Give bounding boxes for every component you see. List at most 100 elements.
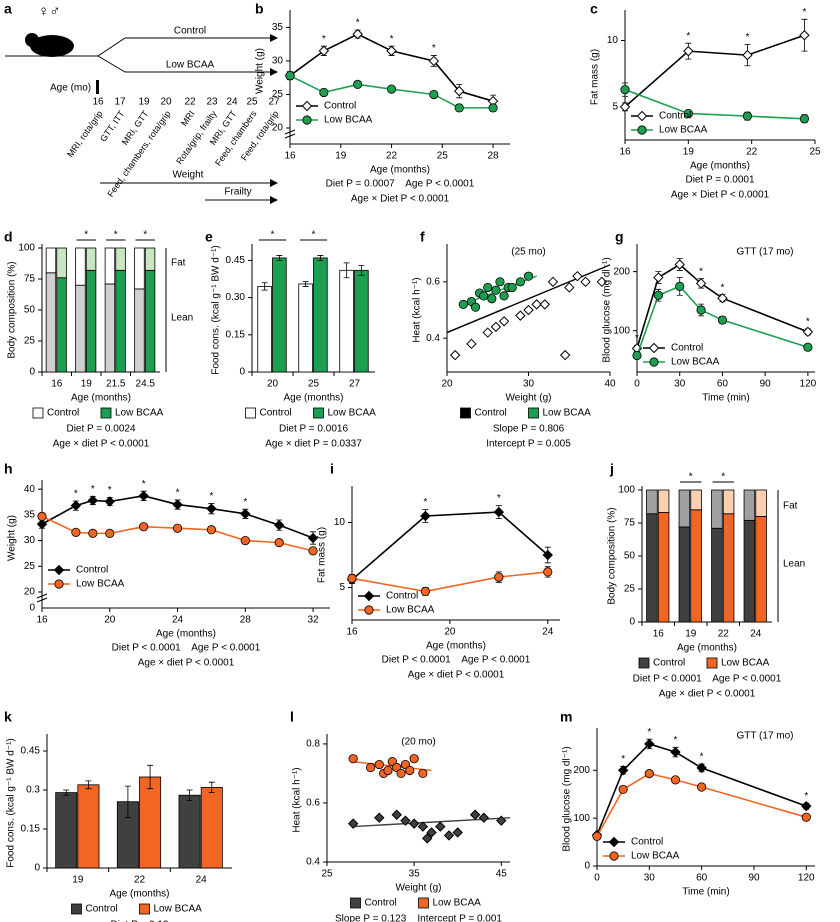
marker (418, 768, 428, 779)
marker (696, 762, 707, 774)
y-tick-label: 0.45 (21, 746, 41, 757)
bar-lean (104, 283, 116, 373)
marker (523, 271, 534, 281)
marker (352, 28, 363, 40)
timeline-label: Weight (173, 170, 204, 181)
marker (547, 276, 559, 288)
x-axis-label: Age (months) (426, 641, 486, 652)
marker (426, 827, 437, 838)
series-line (636, 263, 809, 349)
panel-letter: b (255, 1, 264, 17)
significance-star: * (142, 479, 146, 490)
marker (466, 338, 477, 350)
legend-label: Low BCAA (154, 904, 203, 915)
x-tick-label: 60 (696, 873, 708, 884)
y-tick-label: 35 (24, 509, 36, 520)
y-tick-label: 25 (24, 336, 36, 347)
significance-star: * (432, 43, 436, 54)
error-bar (343, 262, 350, 279)
series-line (41, 515, 314, 552)
marker (405, 765, 415, 776)
y-tick-label: 0.8 (306, 739, 320, 750)
x-axis-label: Age (months) (283, 393, 343, 404)
legend-swatch (245, 407, 256, 419)
y-tick-label: 0.4 (306, 857, 320, 868)
legend-marker (363, 590, 375, 602)
age-label: 20 (160, 97, 172, 108)
x-tick-label: 16 (51, 379, 63, 390)
marker (37, 511, 47, 522)
legend-swatch (418, 897, 429, 909)
significance-star: * (312, 230, 316, 241)
arrow (97, 55, 126, 73)
x-tick-label: 90 (748, 873, 760, 884)
marker (539, 299, 551, 310)
series-line (636, 285, 809, 356)
age-label: 19 (138, 97, 150, 108)
error-bar (85, 780, 92, 790)
panel-letter: l (290, 709, 294, 725)
bar-lean (755, 516, 767, 623)
legend-label: Control (47, 408, 79, 419)
x-tick-label: 16 (36, 615, 48, 626)
y-tick-label: 25 (624, 584, 636, 595)
legend-swatch (71, 903, 82, 915)
bar-fat (657, 489, 670, 513)
bar-lean (678, 526, 691, 623)
y-tick-label: 0 (584, 861, 590, 872)
y-tick-label: 20 (24, 587, 36, 598)
marker (801, 800, 812, 812)
mouse-icon (30, 35, 74, 57)
marker (670, 775, 681, 785)
significance-star: * (647, 727, 651, 738)
bar (298, 283, 313, 373)
x-tick-label: 16 (619, 147, 631, 158)
significance-star: * (322, 34, 326, 45)
x-tick-label: 22 (718, 629, 730, 640)
arrowhead (270, 179, 278, 204)
bar-fat (45, 247, 57, 274)
x-tick-label: 90 (760, 379, 772, 390)
x-axis-label: Time (min) (682, 887, 729, 898)
y-axis-label: Weight (g) (255, 48, 266, 94)
significance-star: * (209, 491, 213, 502)
bar-fat (115, 247, 126, 271)
y-axis-label: Blood glucose (mg dl⁻¹) (562, 746, 573, 851)
x-tick-label: 30 (644, 873, 656, 884)
bar-fat (104, 247, 116, 285)
marker (619, 101, 631, 113)
age-label: 17 (114, 97, 126, 108)
error-bar (63, 789, 70, 796)
bar-lean (743, 519, 756, 623)
panel-letter: f (420, 229, 425, 245)
y-tick-label: 10 (607, 35, 619, 46)
marker (408, 818, 420, 829)
bar (339, 269, 354, 373)
marker (696, 305, 706, 315)
legend-marker (302, 115, 312, 125)
marker (683, 108, 693, 119)
x-tick-label: 120 (798, 873, 815, 884)
arrowhead (270, 34, 278, 76)
stats-text: Diet P = 0.0007 Age P < 0.0001 (326, 179, 475, 190)
marker (374, 759, 384, 770)
significance-star: * (108, 485, 112, 496)
marker (400, 815, 411, 826)
series-line (41, 495, 314, 539)
y-tick-label: 10 (334, 517, 346, 528)
schematic: a ♀♂ Control Low BCAA Age (mo) Weight Fr… (4, 1, 278, 204)
marker (454, 85, 465, 97)
x-tick-label: 28 (488, 151, 500, 162)
stats-text: Age × diet P < 0.0001 (138, 658, 235, 669)
x-tick-label: 24.5 (136, 379, 156, 390)
marker (683, 45, 694, 57)
series-line (351, 511, 549, 581)
x-tick-label: 30 (674, 379, 686, 390)
significance-star: * (423, 497, 427, 508)
legend-label: Control (671, 343, 703, 354)
marker (531, 299, 542, 310)
legend-label: Control (324, 101, 356, 112)
y-tick-label: 200 (573, 765, 590, 776)
panel-letter: g (615, 229, 624, 245)
marker (36, 518, 48, 530)
